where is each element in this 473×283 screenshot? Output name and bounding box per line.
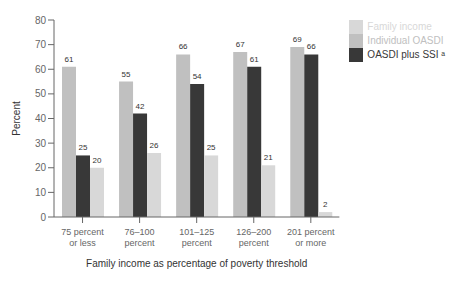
svg-text:75 percentor less: 75 percentor less bbox=[61, 227, 104, 248]
svg-text:69: 69 bbox=[293, 35, 302, 44]
svg-text:201 percentor more: 201 percentor more bbox=[287, 227, 335, 248]
svg-text:Family income as percentage of: Family income as percentage of poverty t… bbox=[86, 258, 307, 269]
svg-text:26: 26 bbox=[150, 141, 159, 150]
svg-text:101–125percent: 101–125percent bbox=[179, 227, 214, 248]
svg-text:126–200percent: 126–200percent bbox=[236, 227, 271, 248]
svg-text:67: 67 bbox=[236, 40, 245, 49]
svg-text:25: 25 bbox=[79, 143, 88, 152]
svg-text:61: 61 bbox=[250, 55, 259, 64]
svg-text:54: 54 bbox=[193, 72, 202, 81]
svg-text:61: 61 bbox=[65, 55, 74, 64]
svg-text:66: 66 bbox=[179, 42, 188, 51]
html-text:OASDI plus SSI ᵃ: OASDI plus SSI ᵃ bbox=[367, 48, 445, 60]
svg-text:30: 30 bbox=[35, 138, 47, 149]
svg-text:80: 80 bbox=[35, 15, 47, 26]
html-text:Family income: Family income bbox=[367, 20, 432, 32]
svg-text:70: 70 bbox=[35, 39, 47, 50]
svg-text:66: 66 bbox=[307, 42, 316, 51]
svg-text:25: 25 bbox=[207, 143, 216, 152]
svg-text:20: 20 bbox=[93, 156, 102, 165]
svg-text:42: 42 bbox=[136, 102, 145, 111]
svg-text:10: 10 bbox=[35, 187, 47, 198]
html-text:Individual OASDI: Individual OASDI bbox=[367, 34, 444, 46]
svg-text:Percent: Percent bbox=[11, 101, 22, 136]
svg-text:2: 2 bbox=[323, 200, 328, 209]
svg-text:0: 0 bbox=[40, 212, 46, 223]
svg-text:76–100percent: 76–100percent bbox=[125, 227, 156, 248]
svg-text:21: 21 bbox=[264, 153, 273, 162]
svg-text:55: 55 bbox=[122, 70, 131, 79]
svg-text:50: 50 bbox=[35, 88, 47, 99]
svg-text:40: 40 bbox=[35, 113, 47, 124]
svg-text:20: 20 bbox=[35, 162, 47, 173]
svg-text:60: 60 bbox=[35, 64, 47, 75]
